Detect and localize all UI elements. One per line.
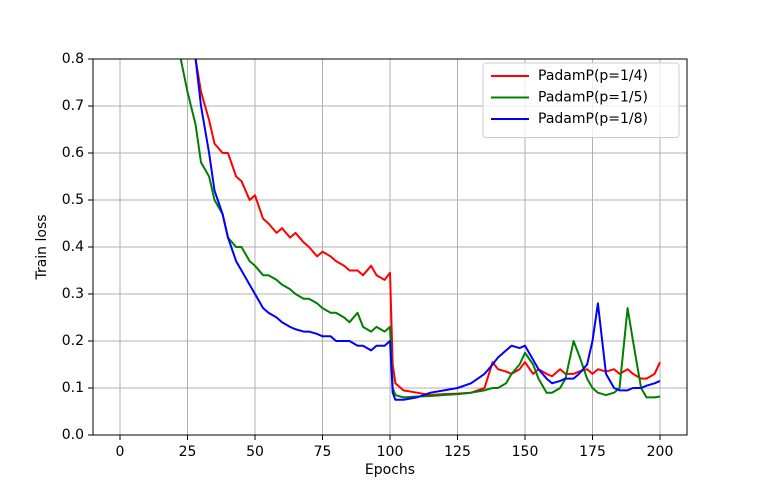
y-tick-label: 0.4 [62,239,84,255]
series-line [194,59,661,401]
y-tick-label: 0.8 [62,51,84,67]
y-tick-label: 0.2 [62,333,84,349]
y-tick-label: 0.1 [62,380,84,396]
x-tick-label: 25 [179,444,197,460]
lines [179,59,661,401]
x-tick-label: 125 [444,444,471,460]
x-tick-label: 75 [314,444,332,460]
legend-label: PadamP(p=1/8) [538,111,648,127]
legend-label: PadamP(p=1/4) [538,68,648,84]
legend: PadamP(p=1/4) PadamP(p=1/5) PadamP(p=1/8) [482,62,680,138]
x-tick-label: 0 [116,444,125,460]
y-tick-label: 0.7 [62,98,84,114]
y-tick-label: 0.0 [62,427,84,443]
legend-label: PadamP(p=1/5) [538,90,648,106]
series-line [179,59,661,399]
x-tick-label: 150 [512,444,539,460]
x-tick-label: 175 [579,444,606,460]
y-tick-label: 0.3 [62,286,84,302]
legend-box [482,62,680,138]
y-tick-label: 0.6 [62,145,84,161]
x-axis-label: Epochs [365,462,415,478]
y-tick-label: 0.5 [62,192,84,208]
x-tick-label: 50 [246,444,264,460]
x-tick-label: 200 [647,444,674,460]
ticks: 0 25 50 75 100 125 150 175 200 0.0 0.1 0.2 0.3 0.4 0.5… [62,51,674,460]
x-tick-label: 100 [377,444,404,460]
y-axis-label: Train loss [34,214,50,280]
